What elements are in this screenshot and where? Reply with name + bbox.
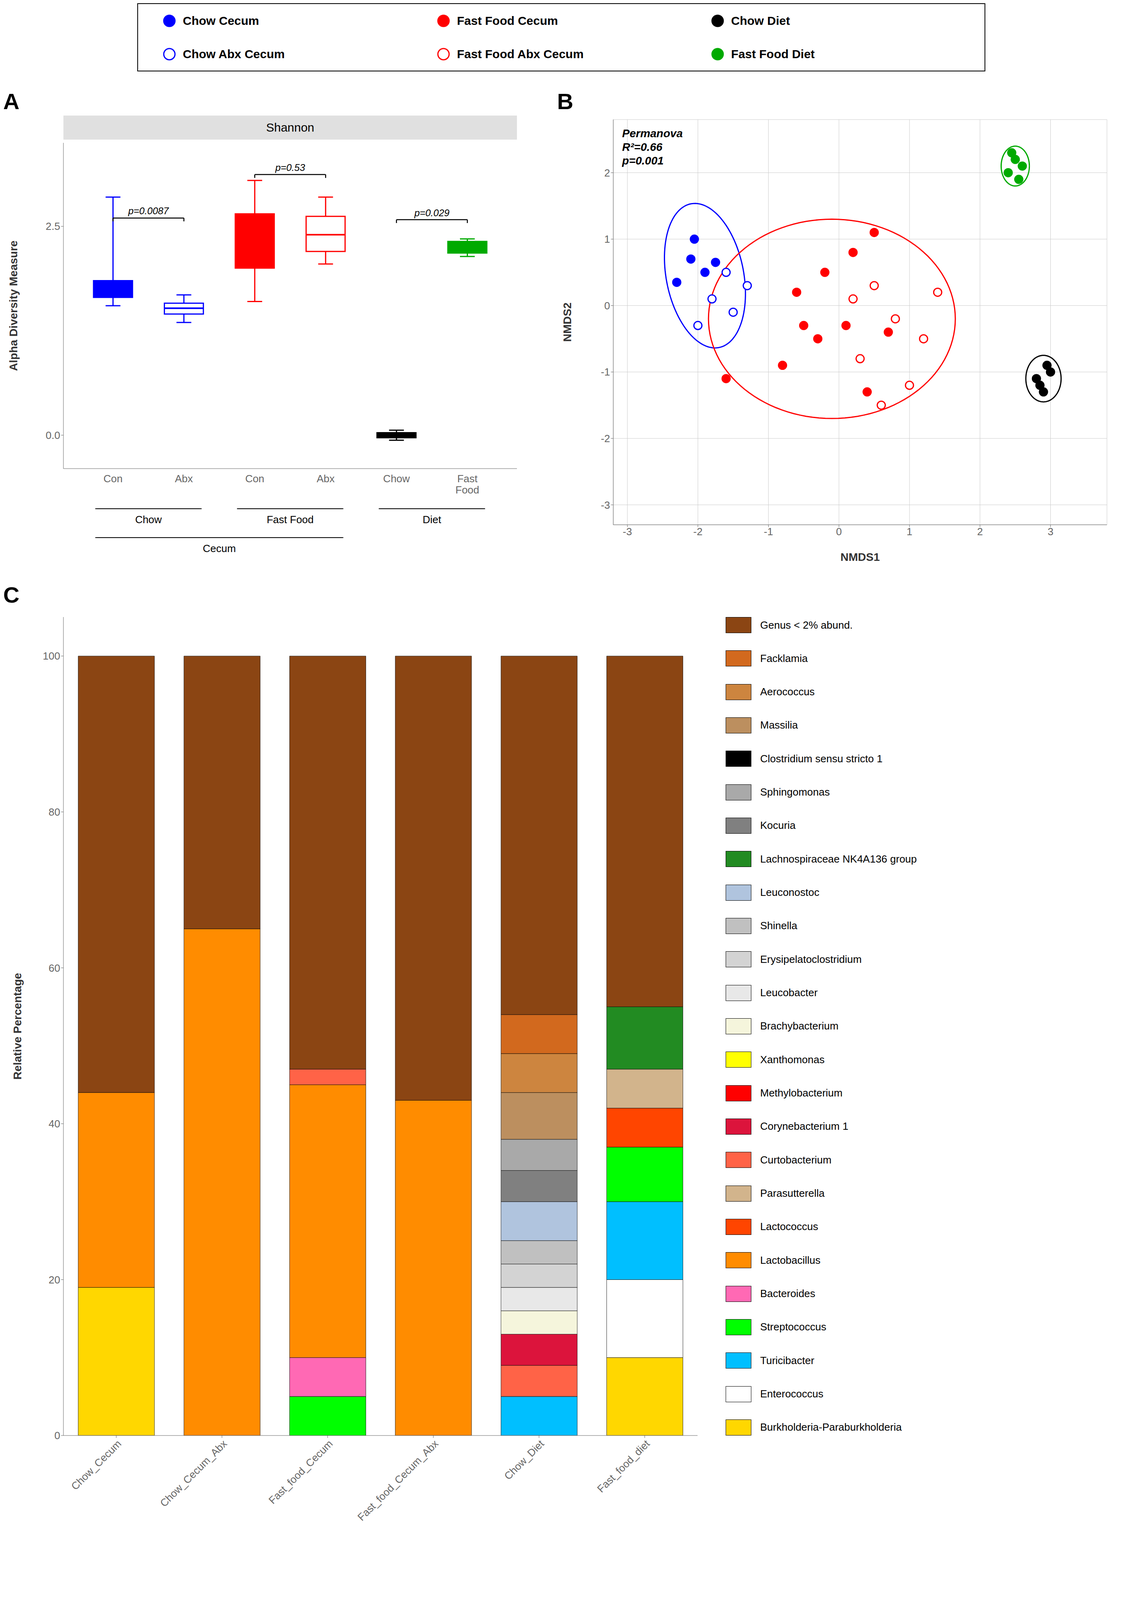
html-text:Burkholderia-Paraburkholderia: Burkholderia-Paraburkholderia — [760, 1421, 902, 1434]
svg-text:p=0.0087: p=0.0087 — [127, 205, 169, 217]
svg-text:1: 1 — [906, 525, 913, 538]
svg-text:-1: -1 — [600, 366, 611, 379]
svg-text:NMDS2: NMDS2 — [561, 302, 574, 342]
html-text:Permanova: Permanova — [622, 127, 683, 140]
html-text:Leucobacter: Leucobacter — [760, 986, 818, 1000]
html-text:Lactobacillus: Lactobacillus — [760, 1254, 821, 1267]
html-text:Aerococcus: Aerococcus — [760, 685, 815, 699]
html-text:Shinella: Shinella — [760, 920, 798, 933]
html-text:Fast Food Diet: Fast Food Diet — [731, 47, 815, 61]
html-text:Facklamia: Facklamia — [760, 652, 808, 665]
svg-text:1: 1 — [604, 233, 611, 246]
html-text:Kocuria: Kocuria — [760, 819, 796, 832]
html-text:Chow Diet: Chow Diet — [731, 13, 790, 28]
html-text:Lachnospiraceae NK4A136 group: Lachnospiraceae NK4A136 group — [760, 853, 917, 866]
svg-text:Cecum: Cecum — [202, 542, 236, 555]
svg-text:100: 100 — [42, 650, 61, 663]
svg-text:-1: -1 — [763, 525, 774, 538]
svg-text:NMDS1: NMDS1 — [840, 551, 880, 564]
html-text:Turicibacter: Turicibacter — [760, 1354, 815, 1367]
html-text:B: B — [557, 88, 574, 114]
svg-text:p=0.53: p=0.53 — [274, 162, 306, 173]
svg-text:Chow: Chow — [383, 472, 411, 485]
html-text:Sphingomonas: Sphingomonas — [760, 786, 830, 799]
svg-text:-2: -2 — [693, 525, 703, 538]
svg-text:Fast_food_Cecum: Fast_food_Cecum — [266, 1438, 335, 1507]
html-text:Massilia: Massilia — [760, 719, 798, 732]
svg-text:Chow_Cecum: Chow_Cecum — [68, 1438, 124, 1494]
svg-text:Abx: Abx — [316, 472, 335, 485]
svg-text:2: 2 — [976, 525, 983, 538]
html-text:Bacteroides: Bacteroides — [760, 1287, 816, 1301]
html-text:Chow Cecum: Chow Cecum — [182, 13, 260, 28]
svg-text:Con: Con — [103, 472, 123, 485]
svg-text:2.5: 2.5 — [45, 220, 61, 233]
svg-text:20: 20 — [48, 1274, 61, 1287]
svg-text:Chow_Cecum_Abx: Chow_Cecum_Abx — [157, 1438, 230, 1510]
html-text:Leuconostoc: Leuconostoc — [760, 886, 820, 899]
svg-text:Con: Con — [245, 472, 265, 485]
svg-text:Chow_Diet: Chow_Diet — [501, 1438, 547, 1484]
html-text:Shannon: Shannon — [266, 120, 315, 135]
html-text:A: A — [3, 88, 20, 114]
svg-text:-2: -2 — [600, 432, 611, 445]
svg-text:0: 0 — [54, 1430, 61, 1443]
svg-text:Fast Food: Fast Food — [266, 513, 314, 526]
html-text:R²=0.66: R²=0.66 — [622, 140, 663, 154]
svg-text:Abx: Abx — [174, 472, 194, 485]
svg-text:2: 2 — [604, 166, 611, 180]
svg-text:0: 0 — [836, 525, 842, 538]
html-text:Xanthomonas: Xanthomonas — [760, 1053, 825, 1066]
svg-text:Fast_food_diet: Fast_food_diet — [594, 1438, 653, 1496]
svg-text:Diet: Diet — [422, 513, 442, 526]
svg-text:-3: -3 — [600, 499, 611, 512]
svg-text:Chow: Chow — [135, 513, 163, 526]
svg-text:60: 60 — [48, 962, 61, 975]
html-text:Clostridium sensu stricto 1: Clostridium sensu stricto 1 — [760, 752, 883, 765]
html-text:p=0.001: p=0.001 — [622, 154, 664, 167]
svg-text:40: 40 — [48, 1118, 61, 1131]
svg-text:-3: -3 — [622, 525, 633, 538]
svg-text:3: 3 — [1047, 525, 1054, 538]
html-text:Enterococcus: Enterococcus — [760, 1388, 824, 1401]
svg-text:0.0: 0.0 — [45, 429, 61, 442]
svg-text:Relative Percentage: Relative Percentage — [11, 973, 24, 1081]
svg-text:Alpha Diversity Measure: Alpha Diversity Measure — [7, 240, 20, 371]
svg-text:p=0.029: p=0.029 — [413, 207, 450, 219]
html-text:Genus < 2% abund.: Genus < 2% abund. — [760, 619, 853, 632]
html-text:Methylobacterium: Methylobacterium — [760, 1087, 843, 1100]
svg-text:Fast_food_Cecum_Abx: Fast_food_Cecum_Abx — [355, 1438, 441, 1524]
svg-text:0: 0 — [604, 299, 611, 312]
html-text:Erysipelatoclostridium: Erysipelatoclostridium — [760, 953, 862, 966]
html-text:Corynebacterium 1: Corynebacterium 1 — [760, 1120, 849, 1133]
html-text:Fast Food Abx Cecum: Fast Food Abx Cecum — [456, 47, 584, 61]
svg-text:80: 80 — [48, 806, 61, 819]
html-text:Streptococcus: Streptococcus — [760, 1321, 827, 1334]
html-text:Brachybacterium: Brachybacterium — [760, 1020, 839, 1033]
html-text:Chow Abx Cecum: Chow Abx Cecum — [182, 47, 285, 61]
html-text:C: C — [3, 582, 20, 608]
html-text:Fast Food Cecum: Fast Food Cecum — [456, 13, 558, 28]
html-text:Lactococcus: Lactococcus — [760, 1221, 819, 1234]
html-text:Curtobacterium: Curtobacterium — [760, 1154, 832, 1167]
svg-text:FastFood: FastFood — [455, 472, 480, 497]
html-text:Parasutterella: Parasutterella — [760, 1187, 825, 1200]
